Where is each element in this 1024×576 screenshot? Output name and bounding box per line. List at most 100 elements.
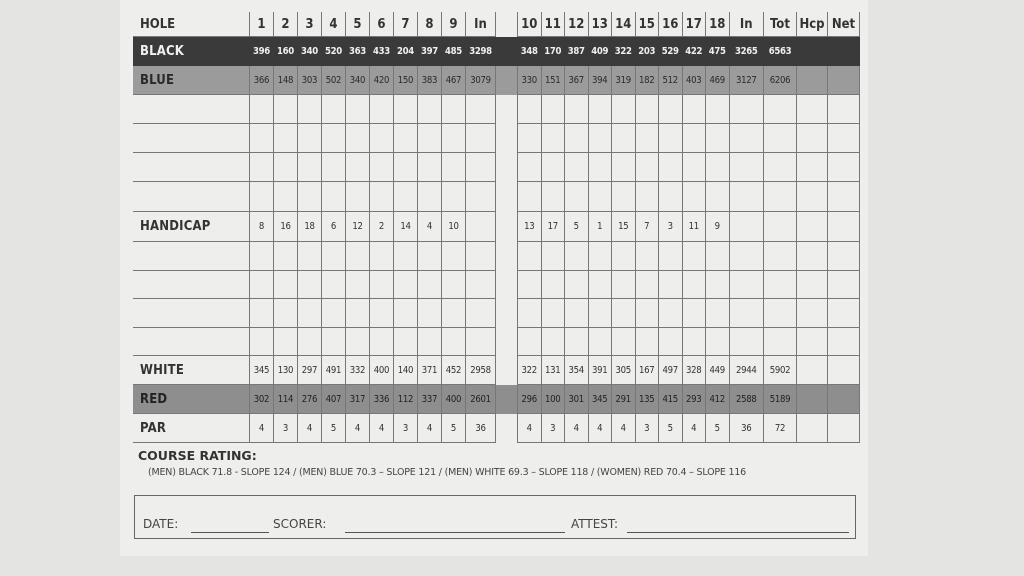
score-cell[interactable]: [659, 299, 683, 328]
score-cell[interactable]: [346, 242, 370, 271]
score-cell[interactable]: [682, 299, 706, 328]
score-cell[interactable]: [370, 95, 394, 124]
score-cell[interactable]: [729, 242, 764, 271]
score-cell[interactable]: [764, 271, 797, 299]
score-cell[interactable]: [797, 182, 828, 212]
score-cell[interactable]: [612, 242, 636, 271]
score-cell[interactable]: [466, 95, 496, 124]
score-cell[interactable]: [322, 328, 346, 356]
score-cell[interactable]: [828, 414, 860, 443]
score-cell[interactable]: [635, 328, 659, 356]
score-cell[interactable]: [635, 271, 659, 299]
score-cell[interactable]: [797, 242, 828, 271]
score-cell[interactable]: [659, 271, 683, 299]
score-cell[interactable]: [370, 271, 394, 299]
score-cell[interactable]: [274, 299, 298, 328]
score-cell[interactable]: [418, 153, 442, 182]
score-cell[interactable]: [274, 95, 298, 124]
score-cell[interactable]: [274, 182, 298, 212]
score-cell[interactable]: [612, 153, 636, 182]
score-cell[interactable]: [706, 124, 730, 153]
score-cell[interactable]: [565, 299, 589, 328]
score-cell[interactable]: [442, 242, 466, 271]
score-cell[interactable]: [635, 299, 659, 328]
score-cell[interactable]: [466, 299, 496, 328]
score-cell[interactable]: [418, 299, 442, 328]
score-cell[interactable]: [612, 328, 636, 356]
score-cell[interactable]: [682, 124, 706, 153]
score-cell[interactable]: [394, 299, 418, 328]
score-cell[interactable]: [418, 124, 442, 153]
score-cell[interactable]: [274, 242, 298, 271]
score-cell[interactable]: [394, 95, 418, 124]
score-cell[interactable]: [418, 95, 442, 124]
score-cell[interactable]: [682, 95, 706, 124]
score-cell[interactable]: [298, 124, 322, 153]
score-cell[interactable]: [682, 328, 706, 356]
score-cell[interactable]: [797, 328, 828, 356]
score-cell[interactable]: [394, 182, 418, 212]
score-cell[interactable]: [274, 124, 298, 153]
score-cell[interactable]: [729, 124, 764, 153]
score-cell[interactable]: [346, 328, 370, 356]
score-cell[interactable]: [418, 328, 442, 356]
score-cell[interactable]: [394, 124, 418, 153]
score-cell[interactable]: [298, 95, 322, 124]
score-cell[interactable]: [588, 328, 612, 356]
score-cell[interactable]: [346, 271, 370, 299]
score-cell[interactable]: [442, 153, 466, 182]
score-cell[interactable]: [659, 124, 683, 153]
score-cell[interactable]: [612, 124, 636, 153]
score-cell[interactable]: [442, 271, 466, 299]
score-cell[interactable]: [797, 37, 828, 66]
score-cell[interactable]: [274, 271, 298, 299]
score-cell[interactable]: [442, 328, 466, 356]
score-cell[interactable]: [466, 242, 496, 271]
score-cell[interactable]: [565, 124, 589, 153]
scorer-field[interactable]: [345, 532, 565, 533]
attest-field[interactable]: [627, 532, 849, 533]
score-cell[interactable]: [274, 328, 298, 356]
score-cell[interactable]: [797, 385, 828, 414]
date-field[interactable]: [191, 532, 269, 533]
score-cell[interactable]: [370, 242, 394, 271]
score-cell[interactable]: [518, 182, 542, 212]
score-cell[interactable]: [394, 328, 418, 356]
score-cell[interactable]: [518, 124, 542, 153]
score-cell[interactable]: [541, 299, 565, 328]
score-cell[interactable]: [394, 153, 418, 182]
score-cell[interactable]: [828, 242, 860, 271]
score-cell[interactable]: [565, 271, 589, 299]
score-cell[interactable]: [612, 271, 636, 299]
score-cell[interactable]: [764, 182, 797, 212]
score-cell[interactable]: [418, 182, 442, 212]
score-cell[interactable]: [466, 153, 496, 182]
score-cell[interactable]: [764, 124, 797, 153]
score-cell[interactable]: [541, 328, 565, 356]
score-cell[interactable]: [250, 95, 274, 124]
score-cell[interactable]: [635, 153, 659, 182]
score-cell[interactable]: [682, 242, 706, 271]
score-cell[interactable]: [828, 124, 860, 153]
score-cell[interactable]: [442, 182, 466, 212]
score-cell[interactable]: [466, 124, 496, 153]
score-cell[interactable]: [706, 153, 730, 182]
score-cell[interactable]: [518, 271, 542, 299]
score-cell[interactable]: [828, 271, 860, 299]
score-cell[interactable]: [442, 299, 466, 328]
score-cell[interactable]: [797, 124, 828, 153]
score-cell[interactable]: [729, 271, 764, 299]
score-cell[interactable]: [250, 124, 274, 153]
score-cell[interactable]: [659, 153, 683, 182]
score-cell[interactable]: [565, 242, 589, 271]
score-cell[interactable]: [541, 153, 565, 182]
score-cell[interactable]: [518, 299, 542, 328]
score-cell[interactable]: [346, 182, 370, 212]
score-cell[interactable]: [346, 124, 370, 153]
score-cell[interactable]: [541, 182, 565, 212]
score-cell[interactable]: [706, 271, 730, 299]
score-cell[interactable]: [541, 124, 565, 153]
score-cell[interactable]: [588, 271, 612, 299]
score-cell[interactable]: [682, 271, 706, 299]
score-cell[interactable]: [729, 328, 764, 356]
